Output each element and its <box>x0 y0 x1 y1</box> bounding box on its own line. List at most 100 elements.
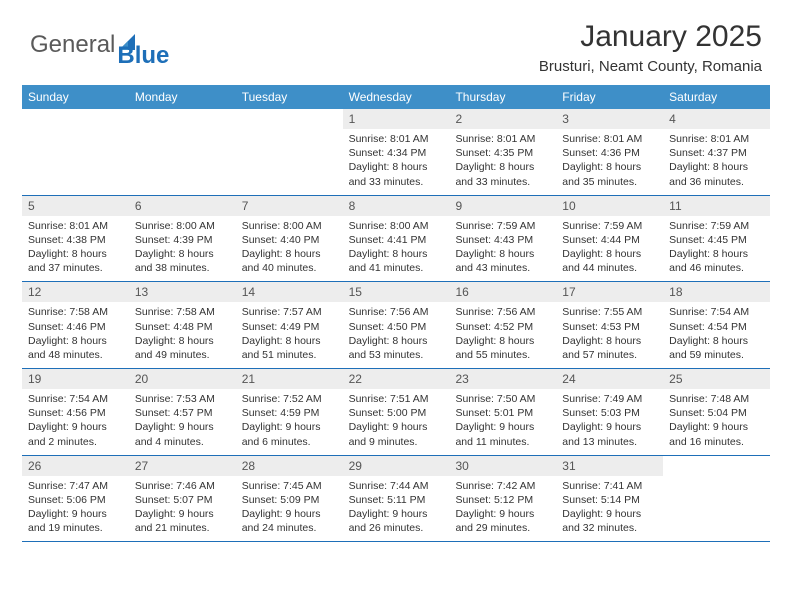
day-cell: 19Sunrise: 7:54 AMSunset: 4:56 PMDayligh… <box>22 369 129 455</box>
sunrise-line: Sunrise: 7:42 AM <box>455 479 550 493</box>
day-cell: 27 Sunrise: 7:46 AMSunset: 5:07 PMDayligh… <box>129 456 236 542</box>
sunrise-line: Sunrise: 7:44 AM <box>349 479 444 493</box>
day-cell: 31Sunrise: 7:41 AMSunset: 5:14 PMDayligh… <box>556 456 663 542</box>
day-cell: 13Sunrise: 7:58 AMSunset: 4:48 PMDayligh… <box>129 282 236 368</box>
day-cell: 16Sunrise: 7:56 AMSunset: 4:52 PMDayligh… <box>449 282 556 368</box>
daylight-line: Daylight: 8 hours and 55 minutes. <box>455 334 550 362</box>
sunset-line: Sunset: 4:35 PM <box>455 146 550 160</box>
day-info: Sunrise: 7:44 AMSunset: 5:11 PMDaylight:… <box>343 476 450 542</box>
sunrise-line: Sunrise: 8:00 AM <box>242 219 337 233</box>
day-number: 22 <box>343 369 450 389</box>
sunset-line: Sunset: 5:04 PM <box>669 406 764 420</box>
sunrise-line: Sunrise: 7:58 AM <box>135 305 230 319</box>
sunset-line: Sunset: 5:03 PM <box>562 406 657 420</box>
daylight-line: Daylight: 8 hours and 43 minutes. <box>455 247 550 275</box>
day-header-tuesday: Tuesday <box>236 85 343 109</box>
day-cell: 2Sunrise: 8:01 AMSunset: 4:35 PMDaylight… <box>449 109 556 195</box>
daylight-line: Daylight: 9 hours and 21 minutes. <box>135 507 230 535</box>
day-number: 14 <box>236 282 343 302</box>
header: General Blue January 2025 Brusturi, Neam… <box>0 0 792 85</box>
daylight-line: Daylight: 9 hours and 11 minutes. <box>455 420 550 448</box>
daylight-line: Daylight: 9 hours and 19 minutes. <box>28 507 123 535</box>
sunset-line: Sunset: 5:06 PM <box>28 493 123 507</box>
day-number: 23 <box>449 369 556 389</box>
sunset-line: Sunset: 5:07 PM <box>135 493 230 507</box>
day-cell: 5Sunrise: 8:01 AMSunset: 4:38 PMDaylight… <box>22 196 129 282</box>
day-number: 18 <box>663 282 770 302</box>
daylight-line: Daylight: 8 hours and 38 minutes. <box>135 247 230 275</box>
week-row: 12Sunrise: 7:58 AMSunset: 4:46 PMDayligh… <box>22 282 770 369</box>
sunrise-line: Sunrise: 7:58 AM <box>28 305 123 319</box>
sunset-line: Sunset: 4:48 PM <box>135 320 230 334</box>
day-cell: 14Sunrise: 7:57 AMSunset: 4:49 PMDayligh… <box>236 282 343 368</box>
day-info: Sunrise: 8:01 AMSunset: 4:35 PMDaylight:… <box>449 129 556 195</box>
logo-word1: General <box>30 31 115 59</box>
logo: General Blue <box>30 20 169 70</box>
day-info: Sunrise: 7:58 AMSunset: 4:48 PMDaylight:… <box>129 302 236 368</box>
day-info: Sunrise: 7:59 AMSunset: 4:45 PMDaylight:… <box>663 216 770 282</box>
sunrise-line: Sunrise: 8:00 AM <box>349 219 444 233</box>
day-number: 27 <box>129 456 236 476</box>
daylight-line: Daylight: 9 hours and 13 minutes. <box>562 420 657 448</box>
day-cell: 20Sunrise: 7:53 AMSunset: 4:57 PMDayligh… <box>129 369 236 455</box>
empty-cell <box>129 109 236 195</box>
day-info: Sunrise: 7:49 AMSunset: 5:03 PMDaylight:… <box>556 389 663 455</box>
day-cell: 23Sunrise: 7:50 AMSunset: 5:01 PMDayligh… <box>449 369 556 455</box>
day-cell: 6Sunrise: 8:00 AMSunset: 4:39 PMDaylight… <box>129 196 236 282</box>
daylight-line: Daylight: 9 hours and 4 minutes. <box>135 420 230 448</box>
sunrise-line: Sunrise: 8:01 AM <box>562 132 657 146</box>
sunrise-line: Sunrise: 7:46 AM <box>135 479 230 493</box>
sunrise-line: Sunrise: 7:59 AM <box>455 219 550 233</box>
daylight-line: Daylight: 8 hours and 46 minutes. <box>669 247 764 275</box>
sunrise-line: Sunrise: 7:59 AM <box>669 219 764 233</box>
daylight-line: Daylight: 8 hours and 36 minutes. <box>669 160 764 188</box>
day-info: Sunrise: 7:58 AMSunset: 4:46 PMDaylight:… <box>22 302 129 368</box>
sunrise-line: Sunrise: 7:41 AM <box>562 479 657 493</box>
day-header-saturday: Saturday <box>663 85 770 109</box>
week-row: 5Sunrise: 8:01 AMSunset: 4:38 PMDaylight… <box>22 196 770 283</box>
day-number: 20 <box>129 369 236 389</box>
sunset-line: Sunset: 4:50 PM <box>349 320 444 334</box>
day-info: Sunrise: 8:00 AMSunset: 4:41 PMDaylight:… <box>343 216 450 282</box>
day-cell: 3Sunrise: 8:01 AMSunset: 4:36 PMDaylight… <box>556 109 663 195</box>
sunrise-line: Sunrise: 8:01 AM <box>455 132 550 146</box>
weeks-container: 1Sunrise: 8:01 AMSunset: 4:34 PMDaylight… <box>22 109 770 542</box>
day-number: 30 <box>449 456 556 476</box>
sunrise-line: Sunrise: 7:56 AM <box>349 305 444 319</box>
day-cell: 12Sunrise: 7:58 AMSunset: 4:46 PMDayligh… <box>22 282 129 368</box>
day-cell: 25Sunrise: 7:48 AMSunset: 5:04 PMDayligh… <box>663 369 770 455</box>
day-number: 10 <box>556 196 663 216</box>
day-cell: 28Sunrise: 7:45 AMSunset: 5:09 PMDayligh… <box>236 456 343 542</box>
daylight-line: Daylight: 9 hours and 29 minutes. <box>455 507 550 535</box>
sunset-line: Sunset: 4:38 PM <box>28 233 123 247</box>
sunset-line: Sunset: 4:54 PM <box>669 320 764 334</box>
daylight-line: Daylight: 9 hours and 6 minutes. <box>242 420 337 448</box>
day-header-wednesday: Wednesday <box>343 85 450 109</box>
day-cell: 10Sunrise: 7:59 AMSunset: 4:44 PMDayligh… <box>556 196 663 282</box>
day-number: 4 <box>663 109 770 129</box>
day-info: Sunrise: 7:48 AMSunset: 5:04 PMDaylight:… <box>663 389 770 455</box>
day-number: 5 <box>22 196 129 216</box>
day-info: Sunrise: 7:47 AMSunset: 5:06 PMDaylight:… <box>22 476 129 542</box>
day-cell: 4Sunrise: 8:01 AMSunset: 4:37 PMDaylight… <box>663 109 770 195</box>
daylight-line: Daylight: 9 hours and 2 minutes. <box>28 420 123 448</box>
day-number: 2 <box>449 109 556 129</box>
day-number: 28 <box>236 456 343 476</box>
day-number: 31 <box>556 456 663 476</box>
day-info: Sunrise: 8:01 AMSunset: 4:38 PMDaylight:… <box>22 216 129 282</box>
day-header-monday: Monday <box>129 85 236 109</box>
sunrise-line: Sunrise: 7:51 AM <box>349 392 444 406</box>
day-number: 17 <box>556 282 663 302</box>
day-info: Sunrise: 7:56 AMSunset: 4:52 PMDaylight:… <box>449 302 556 368</box>
sunset-line: Sunset: 4:34 PM <box>349 146 444 160</box>
sunrise-line: Sunrise: 8:01 AM <box>349 132 444 146</box>
empty-cell <box>236 109 343 195</box>
day-info: Sunrise: 7:55 AMSunset: 4:53 PMDaylight:… <box>556 302 663 368</box>
daylight-line: Daylight: 8 hours and 37 minutes. <box>28 247 123 275</box>
sunrise-line: Sunrise: 8:01 AM <box>669 132 764 146</box>
daylight-line: Daylight: 8 hours and 40 minutes. <box>242 247 337 275</box>
day-number: 1 <box>343 109 450 129</box>
empty-cell <box>22 109 129 195</box>
day-header-thursday: Thursday <box>449 85 556 109</box>
day-number: 7 <box>236 196 343 216</box>
